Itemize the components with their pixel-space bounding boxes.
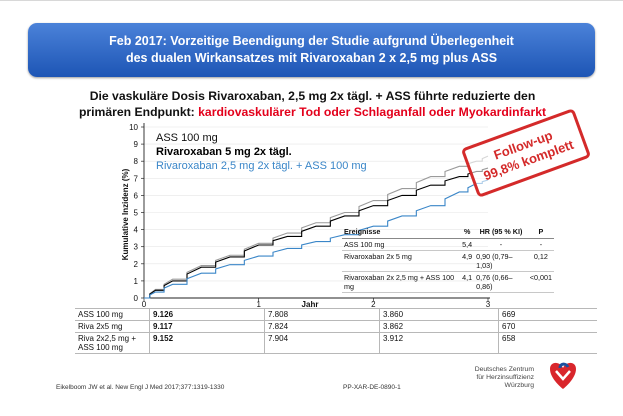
x-tick-label: 2 xyxy=(371,300,376,309)
at-risk-value: 669 xyxy=(498,308,597,321)
at-risk-value: 3.860 xyxy=(379,308,499,321)
events-row: Rivaroxaban 2x 2,5 mg + ASS 100 mg 4,1 0… xyxy=(342,271,554,293)
events-header-events: Ereignisse xyxy=(342,225,461,239)
subtitle: Die vaskuläre Dosis Rivaroxaban, 2,5 mg … xyxy=(20,88,605,120)
at-risk-value: 670 xyxy=(498,320,597,333)
at-risk-label: Riva 2x5 mg xyxy=(75,320,150,333)
y-tick-label: 7 xyxy=(134,174,139,183)
events-row-hr: 0,76 (0,66–0,86) xyxy=(474,271,528,293)
y-tick-label: 10 xyxy=(129,123,138,132)
banner-line-1: Feb 2017: Vorzeitige Beendigung der Stud… xyxy=(109,34,514,48)
events-row-pct: 4,9 xyxy=(460,250,475,272)
y-tick-label: 5 xyxy=(134,209,139,218)
x-axis-label: Jahr xyxy=(302,300,319,309)
events-header-pct: % xyxy=(460,225,475,239)
y-tick-label: 9 xyxy=(134,140,139,149)
y-tick-label: 2 xyxy=(134,260,139,269)
x-tick-label: 1 xyxy=(256,300,261,309)
events-row-p: <0,001 xyxy=(527,271,554,293)
x-tick-label: 3 xyxy=(486,300,491,309)
at-risk-row: ASS 100 mg 9.126 7.808 3.860 669 xyxy=(75,308,597,321)
at-risk-table: ASS 100 mg 9.126 7.808 3.860 669 Riva 2x… xyxy=(75,308,597,354)
events-row-name: ASS 100 mg xyxy=(342,238,461,251)
at-risk-value: 3.862 xyxy=(379,320,499,333)
legend-entry: Rivaroxaban 2,5 mg 2x tägl. + ASS 100 mg xyxy=(156,160,367,172)
citation: Eikelboom JW et al. New Engl J Med 2017;… xyxy=(56,384,225,391)
at-risk-value: 658 xyxy=(498,332,597,354)
events-row-name: Rivaroxaban 2x 5 mg xyxy=(342,250,461,272)
events-row-p: 0,12 xyxy=(527,250,554,272)
at-risk-value: 3.912 xyxy=(379,332,499,354)
subtitle-prefix: primären Endpunkt: xyxy=(78,105,199,119)
legend-entry: Rivaroxaban 5 mg 2x tägl. xyxy=(156,146,292,158)
y-tick-label: 1 xyxy=(134,277,139,286)
events-row-p: - xyxy=(527,238,554,251)
events-header-row: Ereignisse % HR (95 % KI) P xyxy=(342,225,554,239)
banner-line-2: des dualen Wirkansatzes mit Rivaroxaban … xyxy=(125,51,498,65)
chart-axes: 0 1 2 3 4 5 6 7 8 9 10 0 1 2 3 Jahr Kumulative Inzidenz … xyxy=(121,123,491,309)
events-row-pct: 5,4 xyxy=(460,238,475,251)
y-tick-label: 4 xyxy=(134,226,139,235)
at-risk-value: 7.904 xyxy=(264,332,380,354)
at-risk-value: 9.152 xyxy=(149,332,265,354)
events-row: ASS 100 mg 5,4 - - xyxy=(342,238,554,251)
logo-line-2: für Herzinsuffizienz xyxy=(476,374,534,381)
at-risk-value: 7.808 xyxy=(264,308,380,321)
events-header-hr: HR (95 % KI) xyxy=(474,225,528,239)
x-tick-label: 0 xyxy=(142,300,147,309)
at-risk-row: Riva 2x5 mg 9.117 7.824 3.862 670 xyxy=(75,320,597,333)
heart-logo-icon xyxy=(550,362,576,389)
events-row-pct: 4,1 xyxy=(460,271,475,293)
at-risk-value: 7.824 xyxy=(264,320,380,333)
subtitle-line-1: Die vaskuläre Dosis Rivaroxaban, 2,5 mg … xyxy=(89,89,536,103)
events-header-p: P xyxy=(527,225,554,239)
title-banner: Feb 2017: Vorzeitige Beendigung der Stud… xyxy=(28,23,595,77)
y-tick-label: 0 xyxy=(134,294,139,303)
events-row-hr: - xyxy=(474,238,528,251)
at-risk-row: Riva 2x2,5 mg + ASS 100 mg 9.152 7.904 3… xyxy=(75,332,597,354)
legend-entry: ASS 100 mg xyxy=(156,132,218,144)
chart-series xyxy=(144,155,489,299)
chart-legend: ASS 100 mg Rivaroxaban 5 mg 2x tägl. Rivar… xyxy=(156,132,367,172)
at-risk-value: 9.117 xyxy=(149,320,265,333)
series-line-2 xyxy=(144,179,489,299)
y-tick-label: 6 xyxy=(134,191,139,200)
at-risk-label: Riva 2x2,5 mg + ASS 100 mg xyxy=(75,332,150,354)
events-row: Rivaroxaban 2x 5 mg 4,9 0,90 (0,79–1,03)… xyxy=(342,250,554,272)
logo-line-3: Würzburg xyxy=(504,382,534,389)
subtitle-line-2: primären Endpunkt: kardiovaskulärer Tod … xyxy=(20,104,605,120)
y-axis-label: Kumulative Inzidenz (%) xyxy=(121,168,130,260)
at-risk-value: 9.126 xyxy=(149,308,265,321)
at-risk-label: ASS 100 mg xyxy=(75,308,150,321)
dzhi-logo xyxy=(550,362,576,389)
events-row-name: Rivaroxaban 2x 2,5 mg + ASS 100 mg xyxy=(342,271,461,293)
y-tick-label: 8 xyxy=(134,157,139,166)
subtitle-endpoint: kardiovaskulärer Tod oder Schlaganfall o… xyxy=(198,105,547,119)
logo-line-1: Deutsches Zentrum xyxy=(474,366,534,373)
document-code: PP-XAR-DE-0890-1 xyxy=(343,384,401,391)
y-tick-label: 3 xyxy=(134,243,139,252)
events-row-hr: 0,90 (0,79–1,03) xyxy=(474,250,528,272)
events-table: Ereignisse % HR (95 % KI) P ASS 100 mg 5… xyxy=(342,225,554,293)
logo-text: Deutsches Zentrum für Herzinsuffizienz W… xyxy=(452,366,534,390)
